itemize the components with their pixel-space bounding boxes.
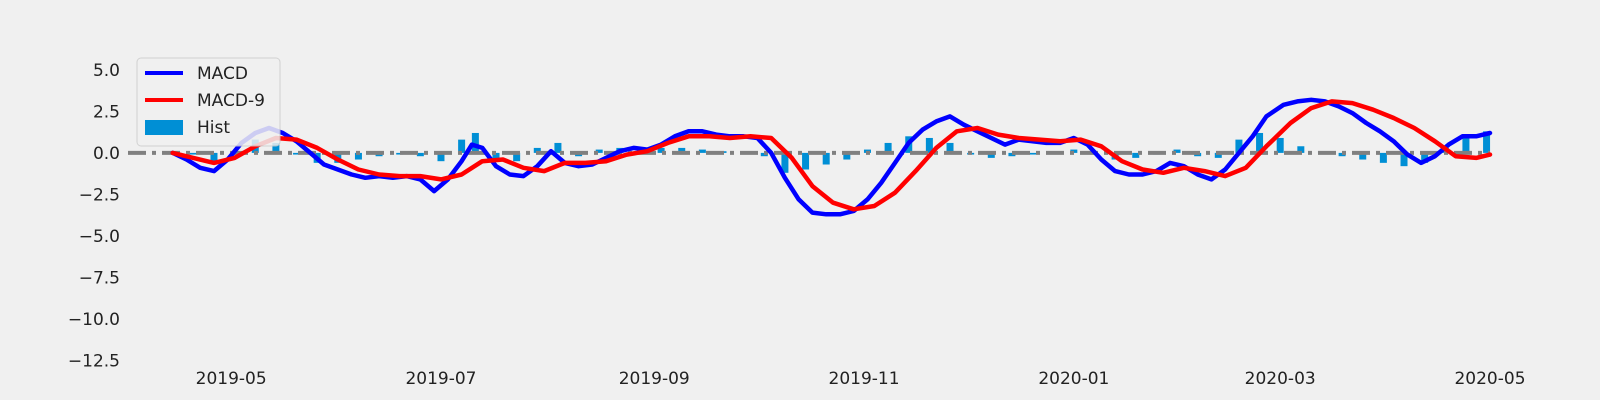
legend-label-macd-9: MACD-9 bbox=[197, 91, 265, 111]
hist-bar bbox=[293, 152, 301, 155]
hist-bar bbox=[822, 152, 830, 165]
hist-bar bbox=[1462, 134, 1470, 153]
legend-label-macd: MACD bbox=[197, 64, 248, 84]
hist-bar bbox=[416, 152, 424, 157]
x-tick-label: 2019-07 bbox=[405, 369, 476, 389]
y-tick-label: 2.5 bbox=[93, 102, 120, 122]
hist-bar bbox=[210, 152, 218, 162]
hist-bar bbox=[781, 152, 789, 173]
hist-bar bbox=[471, 132, 479, 153]
hist-bar bbox=[1297, 146, 1305, 153]
hist-bar bbox=[189, 152, 197, 155]
hist-bar bbox=[698, 149, 706, 153]
hist-bar bbox=[554, 142, 562, 153]
hist-bar bbox=[678, 147, 686, 153]
y-tick-label: −7.5 bbox=[79, 268, 120, 288]
hist-bar bbox=[396, 152, 404, 155]
series-line-macd-9 bbox=[170, 99, 1493, 212]
legend-label-hist: Hist bbox=[197, 118, 230, 138]
hist-bar bbox=[1132, 152, 1140, 158]
x-tick-label: 2020-05 bbox=[1454, 369, 1525, 389]
y-tick-label: 5.0 bbox=[93, 61, 120, 81]
hist-bar bbox=[1483, 131, 1491, 153]
y-tick-label: −5.0 bbox=[79, 227, 120, 247]
hist-bar bbox=[1421, 152, 1429, 163]
series-lines bbox=[170, 97, 1493, 217]
hist-bar bbox=[1173, 149, 1181, 153]
hist-bar bbox=[437, 152, 445, 162]
hist-bar bbox=[1256, 132, 1264, 153]
hist-bar bbox=[884, 142, 892, 153]
y-tick-label: 0.0 bbox=[93, 144, 120, 164]
y-tick-label: −10.0 bbox=[68, 310, 120, 330]
hist-bar bbox=[1214, 152, 1222, 158]
y-axis-ticks: 5.0 2.5 0.0 −2.5 −5.0 −7.5 −10.0 −12.5 bbox=[68, 61, 120, 371]
hist-bar bbox=[533, 147, 541, 153]
x-tick-label: 2019-11 bbox=[829, 369, 900, 389]
y-tick-label: −2.5 bbox=[79, 185, 120, 205]
hist-bar bbox=[1379, 152, 1387, 163]
hist-bar bbox=[1400, 152, 1408, 167]
hist-bar bbox=[1359, 152, 1367, 160]
hist-bar bbox=[272, 142, 280, 153]
hist-bar bbox=[843, 152, 851, 160]
series-line-macd bbox=[170, 97, 1493, 217]
hist-bar bbox=[657, 147, 665, 153]
hist-bar bbox=[946, 142, 954, 153]
x-tick-label: 2020-01 bbox=[1038, 369, 1109, 389]
hist-bar bbox=[1008, 152, 1016, 157]
x-tick-label: 2020-03 bbox=[1245, 369, 1316, 389]
hist-bar bbox=[492, 152, 500, 160]
hist-bar bbox=[354, 152, 362, 160]
y-tick-label: −12.5 bbox=[68, 351, 120, 371]
x-tick-label: 2019-09 bbox=[619, 369, 690, 389]
hist-bar bbox=[1029, 152, 1037, 155]
legend-swatch-hist bbox=[145, 120, 183, 135]
hist-bar bbox=[1235, 139, 1243, 153]
x-axis-ticks: 2019-05 2019-07 2019-09 2019-11 2020-01 2020-… bbox=[196, 369, 1526, 389]
legend: MACD MACD-9 Hist bbox=[136, 57, 281, 147]
hist-bar bbox=[458, 139, 466, 153]
hist-bar bbox=[595, 149, 603, 153]
hist-bar bbox=[987, 152, 995, 158]
hist-bar bbox=[513, 152, 521, 162]
x-tick-label: 2019-05 bbox=[196, 369, 267, 389]
hist-bar bbox=[925, 137, 933, 153]
hist-bar bbox=[1276, 137, 1284, 153]
hist-bar bbox=[802, 152, 810, 170]
